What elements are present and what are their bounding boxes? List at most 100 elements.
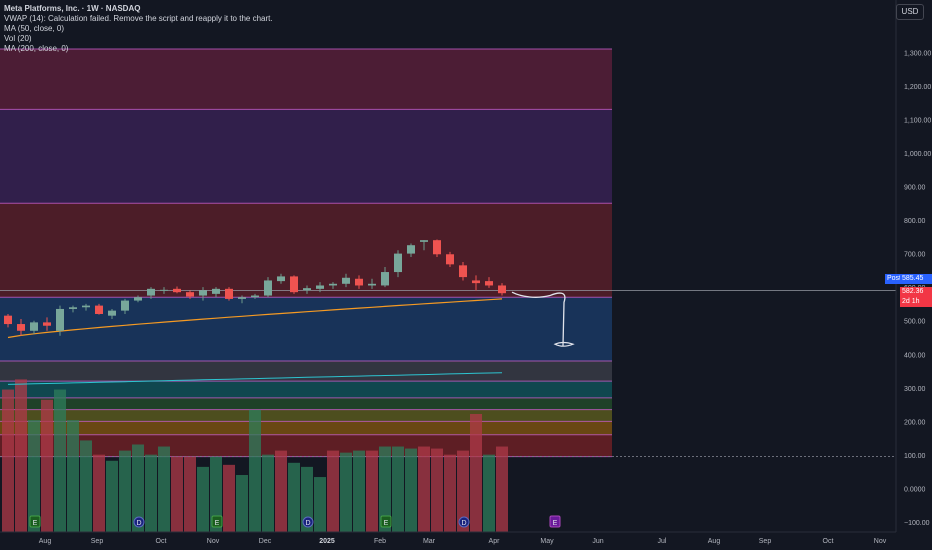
time-tick-label: Aug: [39, 538, 52, 545]
price-zone: [0, 109, 612, 204]
candle-body: [303, 288, 311, 291]
candle: [368, 278, 376, 289]
volume-bar: [340, 452, 352, 532]
currency-button[interactable]: USD: [896, 4, 924, 20]
ma200-legend[interactable]: MA (200, close, 0): [4, 44, 69, 53]
time-tick-label: Feb: [374, 538, 386, 545]
event-letter: D: [305, 520, 310, 527]
time-tick-label: Mar: [423, 538, 436, 545]
volume-bar: [223, 464, 235, 532]
post-market-price: 585.45: [900, 274, 932, 284]
time-axis[interactable]: Aug Sep Oct Nov Dec 2025 Feb Mar Apr May Jun Jul Aug…: [0, 531, 896, 545]
ma50-legend[interactable]: MA (50, close, 0): [4, 24, 65, 33]
candle-body: [420, 240, 428, 242]
event-marker-d[interactable]: D: [458, 516, 470, 528]
candle: [329, 282, 337, 289]
volume-bar: [392, 446, 404, 532]
candle: [199, 287, 207, 301]
candle: [342, 273, 350, 288]
candle-body: [30, 322, 38, 331]
ma200-line: [7, 372, 503, 385]
candle-body: [485, 281, 493, 286]
volume-bar: [405, 448, 417, 532]
price-tick-label: 800.00: [904, 218, 926, 225]
candle-body: [212, 288, 220, 294]
time-tick-label: Oct: [156, 538, 167, 545]
event-letter: D: [461, 520, 466, 527]
candles-layer: [4, 239, 506, 336]
volume-bar: [301, 466, 313, 532]
candle: [212, 287, 220, 298]
zones-layer: [0, 48, 896, 458]
price-zone: [0, 360, 612, 382]
time-tick-label: Apr: [489, 538, 501, 545]
candle-body: [355, 278, 363, 286]
volume-bar: [249, 409, 261, 532]
volume-layer: [2, 379, 508, 532]
event-marker-e[interactable]: E: [29, 515, 41, 528]
candle: [407, 243, 415, 257]
symbol-title[interactable]: Meta Platforms, Inc. · 1W · NASDAQ: [4, 4, 141, 13]
volume-bar: [262, 454, 274, 532]
forecast-drawing[interactable]: [511, 291, 566, 346]
price-tick-label: 0.0000: [904, 486, 926, 493]
candle: [264, 277, 272, 298]
time-tick-label: Oct: [823, 538, 834, 545]
time-tick-label: May: [540, 538, 554, 545]
volume-legend[interactable]: Vol (20): [4, 34, 32, 43]
candle-body: [498, 285, 506, 294]
candle-body: [4, 315, 12, 325]
price-zone: [0, 203, 612, 298]
volume-bar: [379, 446, 391, 532]
vwap-legend[interactable]: VWAP (14): Calculation failed. Remove th…: [4, 14, 273, 23]
candle: [433, 239, 441, 257]
time-tick-label: Sep: [91, 538, 104, 545]
time-tick-label: Nov: [207, 538, 220, 545]
volume-bar: [80, 440, 92, 532]
time-tick-label: Jun: [592, 538, 603, 545]
event-marker-d[interactable]: D: [302, 516, 314, 528]
event-marker-e[interactable]: E: [380, 515, 392, 528]
candle: [121, 298, 129, 314]
candle-body: [134, 297, 142, 301]
candle-body: [56, 308, 64, 331]
candle: [251, 293, 259, 299]
forecast-arrowhead[interactable]: [553, 341, 575, 347]
candle: [134, 295, 142, 303]
event-marker-e[interactable]: E: [549, 515, 561, 528]
earnings-badge: [380, 515, 392, 528]
candle-body: [459, 265, 467, 278]
candle-body: [394, 253, 402, 273]
event-letter: E: [384, 520, 389, 527]
volume-bar: [184, 456, 196, 532]
candle: [381, 267, 389, 288]
drawing-layer[interactable]: [511, 291, 575, 347]
price-tick-label: 300.00: [904, 386, 926, 393]
candle: [498, 283, 506, 296]
candle: [4, 313, 12, 328]
volume-bar: [418, 446, 430, 532]
volume-bar: [41, 399, 53, 532]
ma50-line: [7, 298, 503, 339]
price-zone: [0, 297, 612, 361]
volume-bar: [67, 420, 79, 532]
earnings-badge: [211, 515, 223, 528]
event-marker-e[interactable]: E: [211, 515, 223, 528]
time-tick-label: Jul: [658, 538, 667, 545]
time-tick-label: Dec: [259, 538, 272, 545]
candle-body: [69, 307, 77, 309]
candle-body: [160, 289, 168, 291]
candle-body: [277, 276, 285, 282]
volume-bar: [288, 462, 300, 532]
candle: [485, 277, 493, 288]
candle: [186, 290, 194, 299]
price-tick-label: 500.00: [904, 319, 926, 326]
price-zone: [0, 397, 612, 410]
volume-bar: [275, 450, 287, 532]
volume-bar: [93, 454, 105, 532]
volume-bar: [210, 456, 222, 532]
event-marker-d[interactable]: D: [133, 516, 145, 528]
dividend-badge: [302, 516, 314, 528]
